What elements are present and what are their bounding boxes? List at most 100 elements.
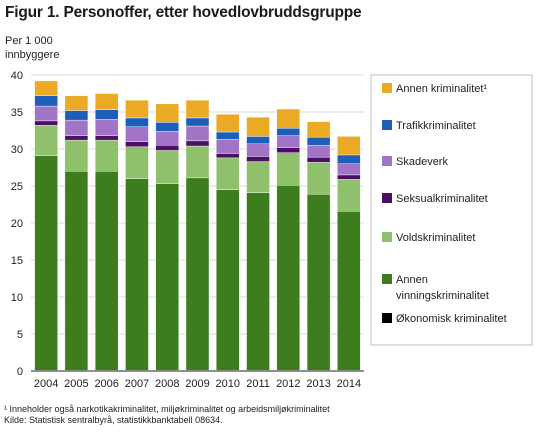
bar-segment (276, 108, 301, 129)
footnotes: ¹ Inneholder også narkotikakriminalitet,… (4, 404, 330, 426)
y-tick-label: 25 (11, 181, 23, 193)
bar-segment (125, 99, 149, 119)
bar-segment (64, 110, 89, 121)
legend-label: Voldskriminalitet (396, 232, 475, 244)
bar-segment (246, 136, 270, 145)
bar-segment (94, 93, 119, 110)
legend-swatch (382, 120, 392, 130)
bar-segment (155, 103, 179, 123)
bar-segment (155, 145, 179, 151)
bar-segment (125, 117, 149, 127)
bar-segment (34, 155, 58, 371)
x-tick-label: 2010 (216, 378, 240, 390)
bar-segment (216, 189, 240, 371)
bar-segment (337, 136, 361, 156)
legend-label: vinningskriminalitet (396, 290, 489, 302)
x-tick-label: 2008 (155, 378, 179, 390)
chart-title: Figur 1. Personoffer, etter hovedlovbrud… (5, 4, 362, 21)
bar-segment (306, 193, 331, 371)
bar-segment (306, 121, 331, 138)
footnote-other-crime: ¹ Inneholder også narkotikakriminalitet,… (4, 404, 330, 414)
x-tick-label: 2014 (337, 378, 361, 390)
legend-label: Annen kriminalitet¹ (396, 83, 487, 95)
legend-swatch (382, 313, 392, 323)
bar-segment (125, 141, 149, 147)
bar-segment (276, 185, 301, 371)
y-axis-unit-label: Per 1 000 innbyggere (5, 34, 59, 62)
bar-segment (64, 170, 89, 371)
y-axis-unit-line1: Per 1 000 (5, 35, 53, 47)
legend-label: Seksualkriminalitet (396, 193, 488, 205)
bar-segment (94, 119, 119, 136)
bar-segment (34, 80, 58, 96)
y-axis-unit-line2: innbyggere (5, 49, 60, 61)
bar-segment (216, 131, 240, 140)
bar-segment (185, 99, 210, 119)
bar-segment (246, 192, 270, 371)
legend-swatch (382, 156, 392, 166)
bar-segment (306, 145, 331, 158)
bar-segment (276, 135, 301, 148)
legend-label: Annen (396, 274, 428, 286)
legend-label: Økonomisk kriminalitet (396, 313, 507, 325)
legend-swatch (382, 274, 392, 284)
bar-segment (94, 139, 119, 172)
bar-segment (94, 109, 119, 120)
x-tick-label: 2013 (306, 378, 330, 390)
bar-segment (34, 125, 58, 156)
y-tick-label: 35 (11, 107, 23, 119)
legend-label: Trafikkriminalitet (396, 120, 476, 132)
bar-segment (276, 152, 301, 186)
bar-segment (337, 210, 361, 371)
bar-segment (94, 170, 119, 371)
y-tick-label: 30 (11, 144, 23, 156)
bar-segment (246, 143, 270, 157)
bar-segment (337, 179, 361, 212)
bar-segment (155, 150, 179, 184)
bar-segment (185, 125, 210, 142)
bar-segment (276, 147, 301, 153)
bar-segment (94, 135, 119, 141)
x-tick-label: 2006 (94, 378, 118, 390)
y-tick-label: 0 (17, 366, 23, 378)
x-tick-label: 2004 (34, 378, 58, 390)
bar-segment (185, 117, 210, 127)
bar-segment (34, 105, 58, 122)
x-tick-label: 2007 (125, 378, 149, 390)
bar-segment (185, 177, 210, 371)
y-tick-label: 40 (11, 70, 23, 82)
x-tick-label: 2005 (64, 378, 88, 390)
legend-swatch (382, 232, 392, 242)
bar-segment (246, 161, 270, 193)
bar-segment (216, 139, 240, 154)
bar-segment (276, 128, 301, 136)
bar-segment (306, 162, 331, 195)
footnote-source: Kilde: Statistisk sentralbyrå, statistik… (4, 415, 223, 425)
y-tick-label: 20 (11, 218, 23, 230)
y-tick-label: 10 (11, 292, 23, 304)
bar-segment (155, 131, 179, 146)
x-tick-label: 2009 (185, 378, 209, 390)
bar-segment (185, 140, 210, 147)
bar-segment (337, 154, 361, 164)
bar-segment (185, 145, 210, 179)
bar-segment (216, 157, 240, 190)
bar-segment (246, 116, 270, 137)
bar-segment (155, 183, 179, 371)
y-tick-label: 5 (17, 329, 23, 341)
y-tick-label: 15 (11, 255, 23, 267)
bar-segment (64, 139, 89, 172)
bar-segment (125, 146, 149, 179)
bar-segment (306, 156, 331, 163)
stacked-bar-chart: 0 5 10 15 20 25 30 35 40 2004 2005 2006 2007 2008 2009… (11, 70, 533, 390)
bar-segment (64, 119, 89, 136)
legend-label: Skadeverk (396, 156, 448, 168)
bar-segment (216, 114, 240, 133)
bar-segment (64, 95, 89, 111)
bar-segment (246, 156, 270, 162)
bar-segment (155, 122, 179, 132)
bar-segment (34, 95, 58, 107)
bar-segment (64, 135, 89, 141)
bar-segment (34, 120, 58, 126)
bar-segment (337, 163, 361, 176)
